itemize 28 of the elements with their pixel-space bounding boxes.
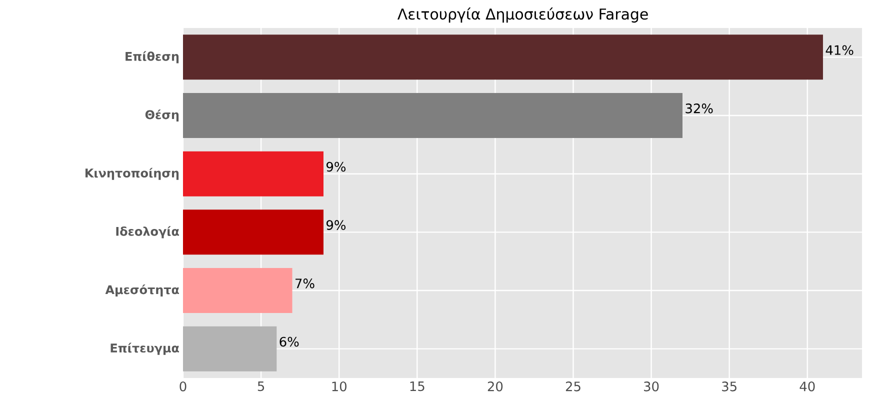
x-tick-label: 15	[410, 382, 424, 392]
data-label: 7%	[296, 278, 314, 288]
x-tick-label: 5	[258, 382, 264, 392]
data-label: 6%	[280, 336, 299, 347]
data-label: 41%	[826, 45, 854, 55]
chart-title: Λειτουργία Δημοσιεύσεων Farage	[397, 8, 648, 23]
data-label: 32%	[686, 104, 713, 114]
y-tick-label: Αμεσότητα	[105, 284, 179, 297]
bar	[183, 210, 324, 255]
y-tick-label: Επίθεση	[126, 51, 179, 64]
y-tick-label: Θέση	[145, 109, 179, 122]
x-tick-label: 35	[722, 382, 736, 392]
x-tick-label: 40	[800, 382, 815, 392]
y-tick-label: Κινητοποίηση	[85, 168, 179, 180]
y-tick-label: Ιδεολογία	[116, 226, 179, 238]
data-label: 9%	[326, 220, 346, 230]
y-tick-label: Επίτευγμα	[110, 342, 179, 355]
bar	[183, 326, 277, 372]
data-label: 9%	[326, 162, 346, 172]
bar	[183, 151, 324, 196]
bar	[183, 93, 682, 138]
x-tick-label: 25	[566, 382, 580, 392]
x-tick-label: 0	[180, 382, 186, 392]
bar	[183, 268, 292, 314]
bar	[183, 34, 823, 80]
x-tick-label: 10	[332, 382, 346, 392]
x-tick-label: 20	[488, 382, 503, 392]
x-tick-label: 30	[644, 382, 659, 392]
